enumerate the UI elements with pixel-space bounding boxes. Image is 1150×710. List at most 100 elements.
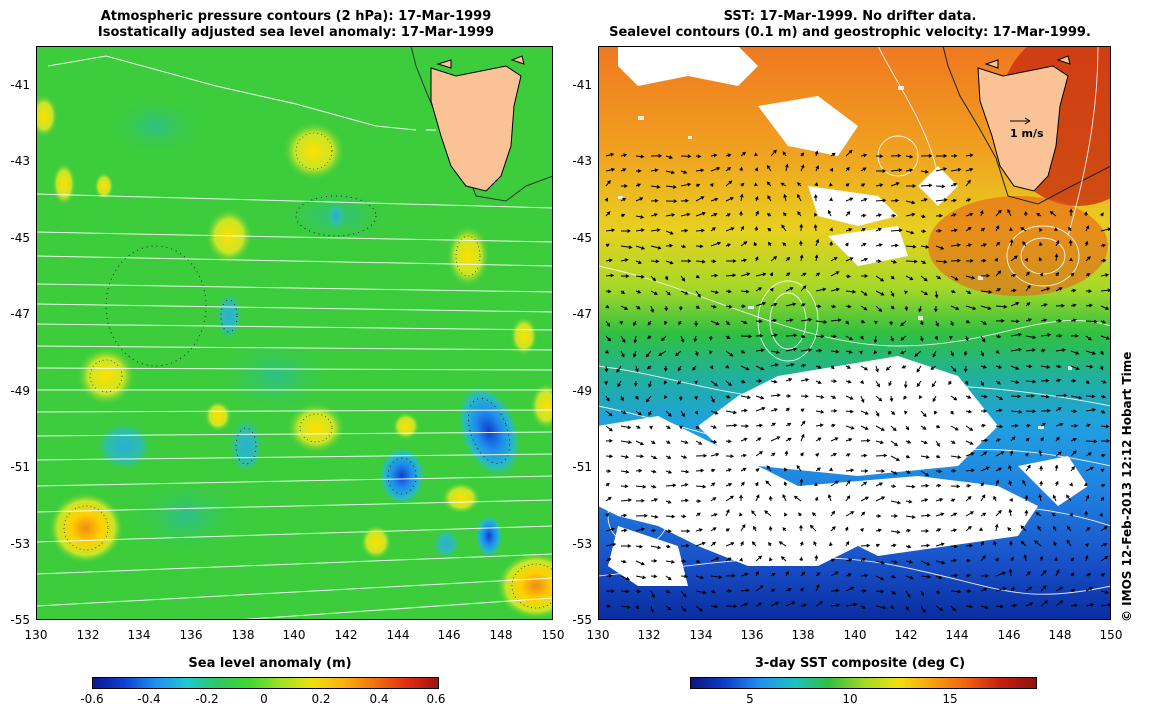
velocity-arrow — [965, 468, 975, 473]
velocity-arrow — [920, 153, 933, 158]
velocity-arrow — [796, 182, 802, 187]
velocity-arrow — [770, 350, 781, 354]
velocity-arrow — [755, 437, 762, 442]
left-x-tick: 134 — [127, 628, 151, 642]
colorbar-tick: 0 — [260, 692, 268, 706]
velocity-arrow — [995, 318, 1005, 323]
velocity-arrow — [645, 350, 652, 358]
velocity-arrow — [1023, 210, 1028, 217]
velocity-arrow — [695, 259, 706, 264]
velocity-arrow — [650, 528, 657, 533]
velocity-arrow — [710, 273, 719, 278]
velocity-arrow — [650, 498, 659, 502]
velocity-arrow — [755, 602, 763, 607]
velocity-arrow — [665, 470, 673, 474]
velocity-arrow — [783, 481, 788, 487]
velocity-arrow — [769, 272, 774, 277]
velocity-arrow — [1025, 379, 1037, 384]
velocity-arrow — [620, 229, 631, 233]
velocity-arrow — [950, 589, 962, 594]
velocity-arrow — [633, 380, 638, 387]
velocity-arrow — [694, 410, 699, 415]
velocity-arrow — [770, 333, 778, 338]
velocity-arrow — [755, 494, 760, 502]
left-x-tick: 140 — [282, 628, 306, 642]
velocity-arrow — [605, 180, 611, 187]
velocity-arrow — [740, 588, 750, 593]
velocity-arrow — [770, 408, 778, 412]
velocity-arrow — [875, 380, 880, 388]
velocity-arrow — [740, 379, 746, 384]
velocity-arrow — [620, 589, 630, 594]
velocity-arrow — [1054, 227, 1058, 232]
velocity-arrow — [860, 410, 869, 415]
velocity-arrow — [620, 528, 628, 533]
velocity-arrow — [635, 498, 645, 503]
velocity-arrow — [710, 290, 719, 294]
velocity-arrow — [784, 467, 788, 472]
velocity-arrow — [725, 350, 734, 357]
velocity-arrow — [620, 305, 629, 310]
velocity-arrow — [740, 365, 750, 371]
velocity-arrow — [935, 605, 944, 611]
velocity-arrow — [860, 573, 869, 578]
velocity-arrow — [695, 305, 700, 309]
velocity-arrow — [785, 272, 791, 277]
velocity-arrow — [920, 560, 931, 566]
velocity-arrow — [620, 605, 631, 609]
velocity-arrow — [620, 544, 632, 548]
velocity-arrow — [695, 168, 705, 173]
velocity-arrow — [1035, 512, 1042, 517]
velocity-arrow — [1020, 540, 1027, 547]
velocity-arrow — [769, 287, 774, 292]
velocity-arrow — [890, 168, 903, 173]
velocity-arrow — [1085, 273, 1091, 277]
velocity-arrow — [1099, 365, 1104, 371]
velocity-arrow — [1010, 319, 1020, 324]
velocity-arrow — [950, 455, 962, 459]
velocity-arrow — [845, 320, 850, 325]
velocity-arrow — [950, 258, 962, 263]
velocity-arrow — [1070, 303, 1077, 308]
velocity-arrow — [965, 525, 972, 532]
velocity-arrow — [965, 305, 977, 310]
velocity-arrow — [650, 198, 659, 203]
velocity-arrow — [963, 350, 968, 357]
velocity-arrow — [800, 303, 806, 307]
velocity-arrow — [740, 225, 745, 232]
velocity-arrow — [904, 410, 908, 415]
velocity-arrow — [814, 212, 818, 217]
velocity-arrow — [740, 258, 748, 263]
velocity-arrow — [695, 290, 701, 298]
velocity-arrow — [995, 209, 1002, 217]
velocity-arrow — [680, 212, 691, 217]
velocity-arrow — [815, 272, 821, 277]
velocity-arrow — [920, 440, 928, 445]
velocity-arrow — [860, 274, 869, 278]
velocity-arrow — [800, 420, 806, 427]
velocity-arrow — [799, 556, 804, 562]
velocity-arrow — [935, 167, 948, 172]
right-y-tick: -41 — [572, 78, 592, 92]
velocity-arrow — [1049, 211, 1057, 217]
velocity-arrow — [860, 557, 866, 562]
velocity-arrow — [1025, 438, 1030, 442]
velocity-arrow — [1007, 527, 1012, 532]
velocity-arrow — [995, 380, 1001, 385]
velocity-arrow — [780, 182, 787, 187]
velocity-arrow — [916, 365, 922, 373]
right-y-tick: -43 — [572, 154, 592, 168]
velocity-arrow — [845, 586, 855, 592]
velocity-arrow — [814, 182, 818, 187]
velocity-arrow — [754, 195, 759, 202]
velocity-arrow — [1010, 255, 1018, 262]
velocity-arrow — [1085, 573, 1092, 577]
velocity-arrow — [710, 153, 718, 158]
velocity-arrow — [904, 305, 909, 312]
velocity-arrow — [1100, 496, 1105, 502]
velocity-arrow — [980, 423, 986, 428]
velocity-arrow — [860, 527, 864, 532]
velocity-arrow — [725, 273, 737, 278]
velocity-arrow — [935, 275, 942, 280]
velocity-arrow — [710, 557, 720, 562]
